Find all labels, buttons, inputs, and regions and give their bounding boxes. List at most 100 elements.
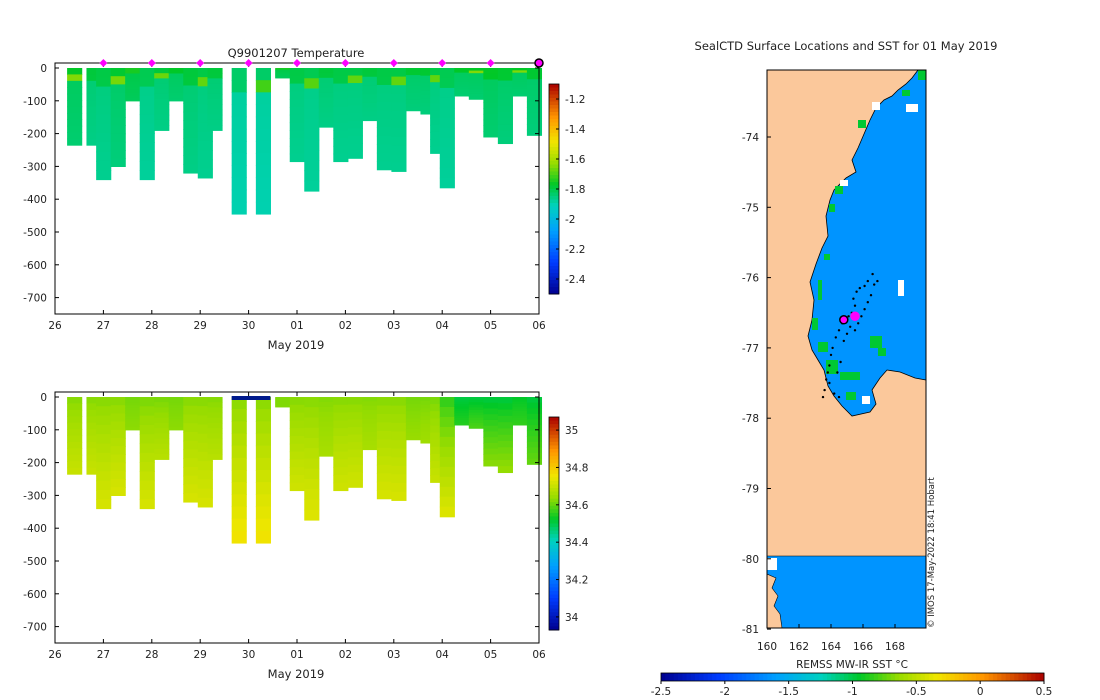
colorbar-cell — [549, 459, 559, 464]
profile-cell — [468, 73, 484, 77]
sst-colorbar-cell — [907, 673, 913, 681]
profile-cell — [439, 68, 455, 79]
map-y-tick-label: -76 — [742, 273, 759, 285]
colorbar-cell — [549, 477, 559, 482]
colorbar-cell — [549, 245, 559, 249]
profile-cell — [86, 409, 102, 417]
profile-cell — [86, 119, 102, 127]
profile-cell — [405, 99, 422, 105]
profile-cell — [96, 114, 112, 125]
profile-cell — [289, 130, 305, 139]
profile-cell — [289, 474, 305, 484]
colorbar-cell — [549, 273, 559, 277]
colorbar-cell — [549, 488, 559, 493]
profile-cell — [391, 422, 407, 433]
track-point — [828, 381, 831, 385]
profile-cell — [391, 414, 407, 424]
profile-cell — [139, 434, 155, 445]
sst-colorbar-cell — [801, 673, 807, 681]
profile-cell — [275, 73, 291, 76]
profile-cell — [420, 98, 436, 104]
profile-cell — [168, 399, 184, 404]
profile-cell — [333, 451, 349, 460]
profile-cell — [439, 466, 455, 478]
profile-cell — [405, 425, 422, 430]
profile-cell — [526, 73, 543, 80]
profile-cell — [289, 83, 305, 92]
profile-cell — [207, 433, 223, 440]
profile-cell — [304, 479, 320, 490]
x-tick-label: 30 — [242, 320, 255, 332]
sst-colorbar-cell — [933, 673, 939, 681]
profile-cell — [207, 448, 223, 455]
profile-cell — [231, 177, 247, 191]
colorbar-cell — [549, 605, 559, 610]
profile-cell — [454, 86, 470, 90]
sst-colorbar-cell — [733, 673, 739, 681]
profile-cell — [183, 431, 199, 442]
profile-cell — [197, 122, 213, 133]
surface-marker — [438, 59, 447, 67]
profile-cell — [468, 83, 484, 87]
sst-colorbar-label: REMSS MW-IR SST °C — [796, 659, 908, 671]
sst-colorbar-cell — [741, 673, 747, 681]
profile-cell — [289, 153, 305, 163]
profile-cell — [391, 457, 407, 467]
profile-cell — [207, 443, 223, 450]
profile-cell — [139, 123, 155, 134]
profile-cell — [376, 481, 392, 491]
y-tick-label: -500 — [23, 556, 47, 568]
profile-cell — [86, 138, 102, 146]
profile-cell — [430, 103, 446, 112]
profile-cell — [526, 425, 543, 432]
track-point — [833, 392, 836, 395]
profile-cell — [154, 454, 170, 460]
profile-cell — [333, 420, 349, 429]
sst-colorbar-cell — [737, 673, 743, 681]
profile-cell — [430, 453, 446, 462]
profile-cell — [304, 78, 320, 90]
colorbar-tick-label: -1.6 — [565, 154, 586, 166]
profile-cell — [439, 496, 455, 508]
colorbar-cell — [549, 544, 559, 549]
profile-cell — [168, 92, 184, 96]
colorbar-cell — [549, 491, 559, 496]
profile-cell — [318, 122, 334, 128]
profile-cell — [483, 85, 499, 92]
sst-colorbar-cell — [818, 673, 824, 681]
colorbar-cell — [549, 175, 559, 179]
profile-cell — [497, 453, 513, 461]
profile-cell — [454, 77, 470, 81]
salinity-plot-area — [67, 396, 543, 544]
profile-cell — [497, 397, 513, 404]
profile-cell — [67, 461, 83, 469]
profile-cell — [497, 74, 513, 82]
sst-colorbar-cell — [971, 673, 977, 681]
colorbar-tick-label: 34.4 — [565, 537, 589, 549]
profile-cell — [420, 106, 436, 111]
profile-cell — [347, 404, 363, 413]
profile-cell — [497, 447, 513, 455]
colorbar-cell — [549, 178, 559, 183]
sst-colorbar-cell — [775, 673, 781, 681]
sst-colorbar-cell — [797, 673, 802, 681]
profile-cell — [197, 86, 213, 97]
track-point — [863, 284, 866, 288]
profile-cell — [420, 87, 436, 92]
sst-colorbar-cell — [852, 673, 858, 681]
profile-cell — [275, 74, 291, 76]
profile-cell — [497, 422, 513, 430]
profile-cell — [255, 457, 271, 471]
profile-cell — [255, 494, 271, 508]
colorbar-cell — [549, 608, 559, 613]
profile-cell — [183, 94, 199, 104]
sst-colorbar-cell — [980, 673, 985, 681]
profile-cell — [197, 397, 213, 407]
profile-cell — [362, 427, 378, 433]
profile-cell — [96, 452, 112, 463]
colorbar-cell — [549, 562, 559, 567]
x-tick-label: 28 — [145, 649, 158, 661]
profile-cell — [362, 116, 378, 122]
track-point — [873, 283, 876, 286]
profile-cell — [347, 449, 363, 458]
